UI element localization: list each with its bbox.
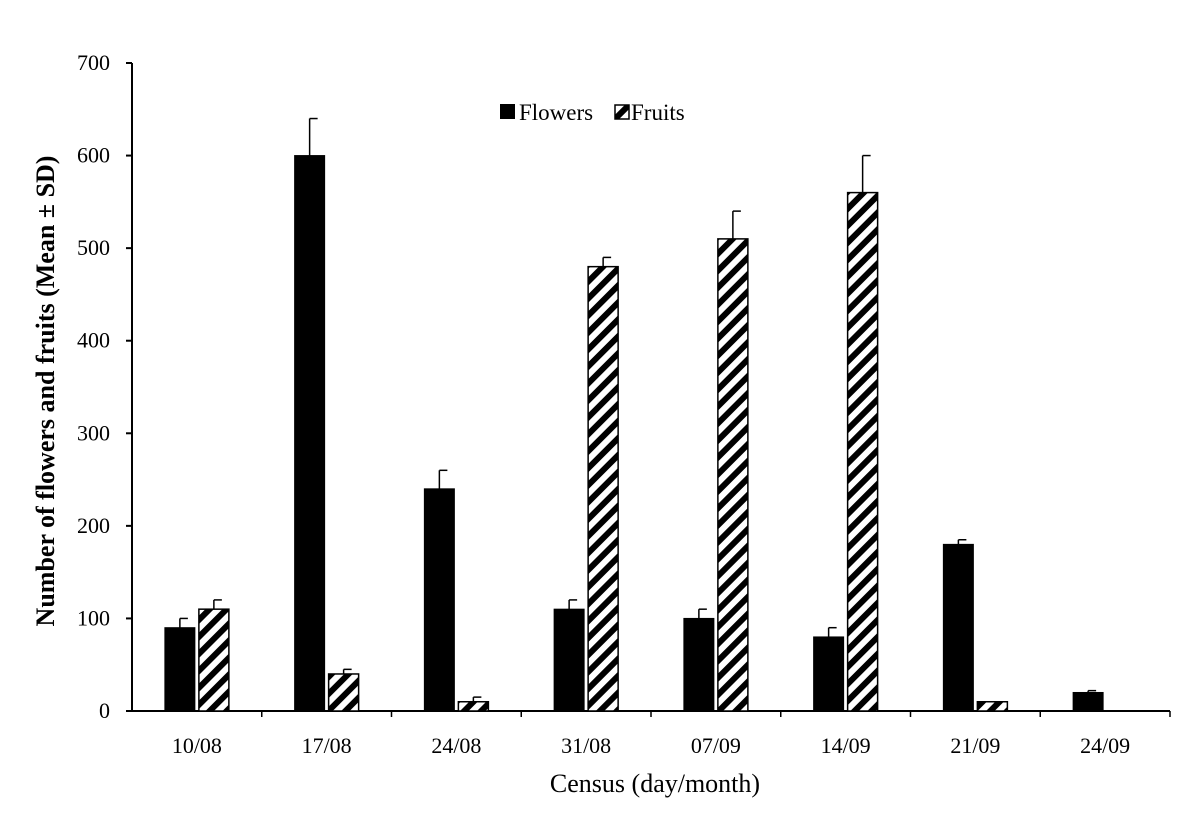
- x-tick-label: 21/09: [950, 733, 1000, 758]
- x-tick-label: 17/08: [302, 733, 352, 758]
- y-tick-label: 200: [77, 513, 110, 538]
- legend-swatch-flowers: [500, 104, 515, 119]
- fruits-bar: [587, 265, 619, 712]
- flowers-bar: [813, 636, 845, 712]
- fruits-bar: [846, 191, 879, 712]
- flowers-bar: [553, 608, 585, 712]
- x-tick-label: 24/08: [431, 733, 481, 758]
- fruits-bar: [717, 238, 749, 712]
- flowers-bar: [683, 617, 715, 712]
- legend-label-fruits: Fruits: [631, 100, 685, 125]
- y-tick-label: 400: [77, 328, 110, 353]
- plot-area: 0 100 200 300 400 500 600 700 10/08 17/08 24/08 31/…: [77, 50, 1171, 758]
- x-axis-title: Census (day/month): [550, 769, 760, 798]
- flowers-bar: [423, 488, 455, 712]
- y-tick-label: 500: [77, 235, 110, 260]
- y-tick-label: 0: [99, 698, 110, 723]
- x-tick-label: 14/09: [821, 733, 871, 758]
- x-tick-label: 31/08: [561, 733, 611, 758]
- x-tick-label: 10/08: [172, 733, 222, 758]
- legend-swatch-fruits: [614, 104, 630, 120]
- fruits-bar: [976, 700, 1009, 712]
- flowers-bar: [164, 627, 196, 712]
- y-tick-label: 700: [77, 50, 110, 75]
- legend: Flowers Fruits: [500, 100, 685, 125]
- flowers-bar: [294, 155, 326, 712]
- fruits-bar: [198, 608, 230, 712]
- x-tick-label: 07/09: [691, 733, 741, 758]
- fruits-bar: [457, 700, 490, 712]
- y-tick-label: 100: [77, 605, 110, 630]
- flowers-bar: [942, 543, 974, 712]
- fruits-bar: [327, 673, 360, 712]
- legend-label-flowers: Flowers: [519, 100, 593, 125]
- x-tick-label: 24/09: [1080, 733, 1130, 758]
- y-axis-title: Number of flowers and fruits (Mean ± SD): [31, 156, 60, 627]
- y-tick-label: 600: [77, 143, 110, 168]
- flowers-bar: [1072, 691, 1104, 712]
- y-tick-label: 300: [77, 420, 110, 445]
